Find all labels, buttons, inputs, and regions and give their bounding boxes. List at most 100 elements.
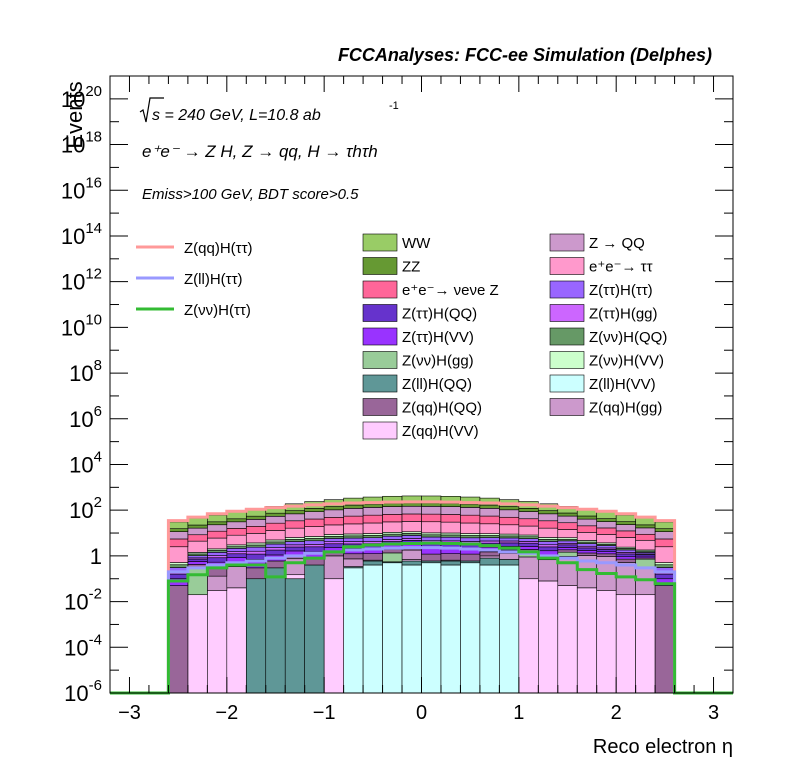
- energy-text: s = 240 GeV, L=10.8 ab: [152, 107, 321, 124]
- bar-z-qq-h-gg-bin-23: [615, 562, 636, 596]
- bar-z-qq-h-gg-bin-16: [479, 555, 500, 559]
- bar-z-h-bin-1: [187, 555, 208, 559]
- process-annotation: e⁺e⁻ → Z H, Z → qq, H → τhτh: [142, 142, 378, 161]
- bar-e-e-e-e-z-bin-24: [635, 533, 656, 541]
- bar-ww-bin-2: [207, 514, 228, 523]
- bar-ww-bin-22: [596, 511, 617, 519]
- bar-z-h-qq-bin-19: [538, 546, 559, 552]
- bar-zz-bin-11: [382, 502, 403, 507]
- bar-e-e-e-e-z-bin-1: [187, 534, 208, 542]
- legend-label-z-ll-h-vv: Z(ll)H(VV): [589, 376, 656, 393]
- bar-z-h-bin-21: [576, 543, 598, 547]
- selection-annotation: Emiss>100 GeV, BDT score>0.5: [142, 186, 359, 203]
- bar-e-e-e-e-z-bin-19: [538, 520, 559, 529]
- bar-z-h-bin-14: [440, 536, 461, 542]
- bar-z-h-bin-20: [557, 540, 578, 544]
- bar-z-h-bin-12: [401, 535, 422, 539]
- bar-z-h-gg-bin-3: [226, 551, 247, 555]
- bar-z-h-gg-bin-6: [284, 544, 305, 548]
- bar-z-qq-bin-10: [362, 507, 383, 516]
- bar-zz-bin-2: [207, 521, 228, 526]
- legend-label-z-h: Z(ττ)H(ττ): [589, 282, 653, 299]
- bar-z-ll-h-vv-bin-15: [460, 562, 481, 694]
- bar-ww-bin-0: [168, 521, 189, 529]
- bar-e-e-bin-22: [596, 534, 617, 544]
- bar-e-e-bin-9: [343, 523, 364, 535]
- bar-ww-bin-24: [635, 517, 656, 526]
- bar-z-qq-h-qq-bin-22: [596, 553, 617, 557]
- bar-e-e-bin-7: [304, 526, 325, 537]
- bar-z-h-bin-11: [382, 535, 403, 540]
- legend-label-z-qq-h-gg: Z(qq)H(gg): [589, 400, 662, 417]
- bar-zz-bin-17: [499, 506, 520, 511]
- bar-zz-bin-6: [284, 510, 305, 515]
- x-tick-label: −2: [215, 702, 238, 724]
- bar-z-h-qq-bin-22: [596, 549, 617, 552]
- y-axis-ticks: 10-6 10-4 10-2 1 102 104 106 108 1010 1012 1014 101…: [61, 75, 733, 706]
- bar-e-e-bin-8: [323, 524, 344, 535]
- bar-z-h-gg-bin-1: [187, 566, 208, 596]
- bar-e-e-e-e-z-bin-17: [499, 516, 520, 526]
- bar-e-e-e-e-z-bin-4: [245, 526, 267, 534]
- legend-label-e-e: e⁺e⁻→ ττ: [589, 259, 653, 276]
- bar-z-ll-h-qq-bin-5: [265, 567, 286, 694]
- bar-z-qq-h-qq-bin-0: [168, 585, 189, 694]
- legend-swatch-z-qq-h-gg: [549, 398, 585, 416]
- bar-z-qq-h-qq-bin-15: [460, 553, 481, 562]
- bar-e-e-bin-21: [576, 532, 598, 541]
- bar-e-e-e-e-z-bin-20: [557, 522, 578, 530]
- bar-z-ll-h-vv-bin-11: [382, 562, 403, 694]
- bar-z-qq-h-vv-bin-21: [576, 587, 598, 694]
- legend-swatch-z-h-vv: [549, 351, 585, 369]
- bar-z-qq-h-gg-bin-3: [226, 566, 247, 589]
- y-tick-label: 1016: [61, 174, 102, 203]
- y-axis-label: Events: [62, 81, 87, 148]
- bar-z-h-gg-bin-19: [538, 544, 559, 548]
- bar-z-h-qq-bin-19: [538, 539, 559, 542]
- bar-z-ll-h-qq-bin-7: [304, 564, 325, 694]
- y-tick-label: 1014: [61, 220, 102, 249]
- bar-e-e-bin-3: [226, 534, 247, 546]
- bar-z-qq-h-vv-bin-8: [323, 578, 344, 694]
- bar-e-e-bin-18: [518, 525, 539, 536]
- bar-e-e-e-e-z-bin-6: [284, 520, 305, 529]
- bar-z-qq-bin-4: [245, 519, 267, 527]
- bar-z-qq-bin-7: [304, 511, 325, 520]
- bar-z-h-qq-bin-11: [382, 533, 403, 537]
- bar-z-ll-h-vv-bin-9: [343, 567, 364, 694]
- bar-zz-bin-13: [421, 502, 442, 507]
- bar-e-e-e-e-z-bin-15: [460, 514, 481, 524]
- bar-zz-bin-9: [343, 504, 364, 509]
- bar-z-h-qq-bin-25: [654, 573, 675, 580]
- bar-z-qq-bin-3: [226, 521, 247, 529]
- bar-z-h-bin-6: [284, 541, 305, 546]
- bar-z-h-gg-bin-16: [479, 540, 500, 544]
- x-tick-label: −3: [118, 702, 141, 724]
- bar-e-e-bin-1: [187, 540, 208, 553]
- bar-z-qq-h-gg-bin-19: [538, 559, 559, 582]
- bar-z-qq-h-qq-bin-14: [440, 553, 461, 561]
- legend-swatch-z-h-qq: [362, 304, 398, 322]
- bar-z-h-qq-bin-16: [479, 535, 500, 538]
- bar-e-e-bin-6: [284, 527, 305, 538]
- bar-z-qq-h-vv-bin-1: [187, 594, 208, 694]
- bar-z-h-vv-bin-7: [304, 536, 325, 539]
- bar-z-qq-bin-15: [460, 507, 481, 516]
- bar-z-h-qq-bin-17: [499, 535, 520, 539]
- bar-z-ll-h-qq-bin-6: [284, 578, 305, 694]
- bar-zz-bin-15: [460, 503, 481, 508]
- bar-z-h-qq-bin-17: [499, 542, 520, 547]
- bar-zz-bin-5: [265, 512, 286, 517]
- bar-z-h-vv-bin-4: [245, 542, 267, 546]
- bar-z-qq-bin-22: [596, 521, 617, 529]
- bar-e-e-bin-11: [382, 521, 403, 533]
- stacked-bars: [168, 495, 675, 694]
- bar-e-e-bin-25: [654, 546, 675, 563]
- bar-e-e-bin-13: [421, 521, 442, 534]
- bar-z-ll-h-qq-bin-16: [479, 557, 500, 566]
- bar-zz-bin-23: [615, 521, 636, 525]
- bar-z-qq-bin-19: [538, 513, 559, 522]
- y-tick-label: 1: [90, 544, 102, 569]
- bar-z-h-vv-bin-21: [576, 550, 598, 554]
